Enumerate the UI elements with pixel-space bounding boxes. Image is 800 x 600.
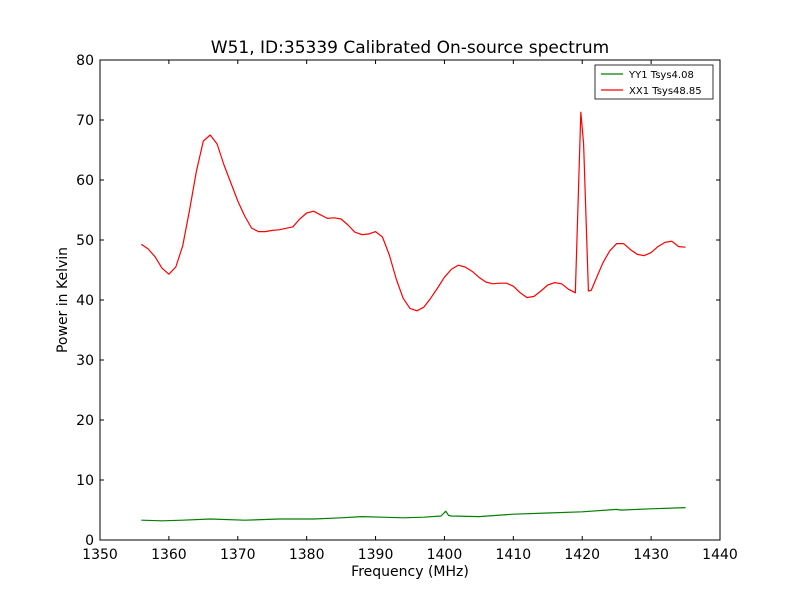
x-tick-label: 1410 — [496, 547, 532, 563]
x-axis-label: Frequency (MHz) — [351, 564, 469, 580]
series-line-xx1 — [140, 111, 686, 312]
y-tick-label: 20 — [76, 413, 94, 429]
plot-area: 1350 1360 1370 1380 1390 1400 1410 1420 1430 1440… — [76, 53, 738, 563]
y-tick-label: 70 — [76, 113, 94, 129]
x-tick-label: 1400 — [427, 547, 463, 563]
x-tick-label: 1350 — [82, 547, 118, 563]
legend: YY1 Tsys4.08 XX1 Tsys48.85 — [594, 64, 714, 100]
y-tick-label: 40 — [76, 293, 94, 309]
y-tick-label: 50 — [76, 233, 94, 249]
y-tick-label: 60 — [76, 173, 94, 189]
y-axis-label: Power in Kelvin — [55, 247, 71, 353]
y-tick-label: 10 — [76, 473, 94, 489]
y-tick-label: 30 — [76, 353, 94, 369]
x-tick-label: 1380 — [289, 547, 325, 563]
x-tick-label: 1370 — [220, 547, 256, 563]
tick-layer: 1350 1360 1370 1380 1390 1400 1410 1420 1430 1440… — [76, 53, 738, 563]
chart-title: W51, ID:35339 Calibrated On-source spect… — [211, 38, 609, 58]
x-tick-label: 1420 — [564, 547, 600, 563]
legend-label-xx1: XX1 Tsys48.85 — [629, 86, 702, 97]
x-tick-label: 1440 — [702, 547, 738, 563]
y-tick-label: 80 — [76, 53, 94, 69]
legend-box — [594, 64, 714, 100]
x-tick-label: 1430 — [633, 547, 669, 563]
x-tick-label: 1390 — [358, 547, 394, 563]
plot-frame — [99, 59, 721, 541]
y-tick-label: 0 — [85, 533, 94, 549]
legend-label-yy1: YY1 Tsys4.08 — [628, 70, 694, 81]
x-tick-label: 1360 — [151, 547, 187, 563]
series-line-yy1 — [141, 507, 686, 522]
series-layer — [140, 111, 686, 522]
